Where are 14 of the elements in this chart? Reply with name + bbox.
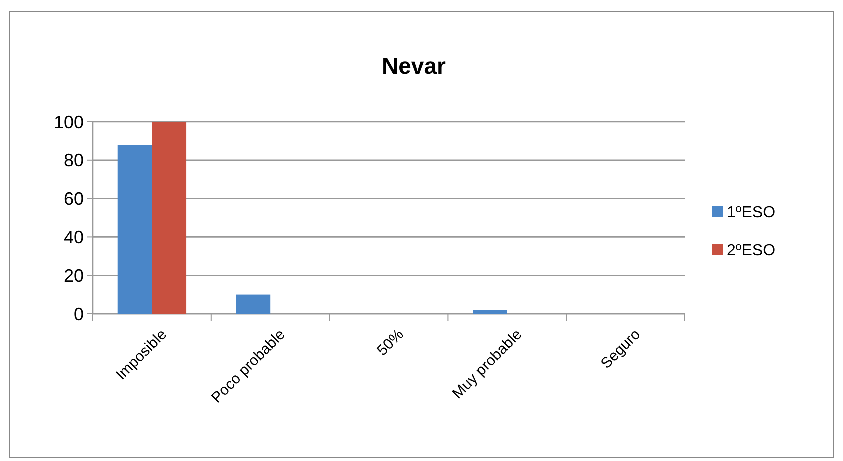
y-tick-label: 20 xyxy=(64,266,84,286)
y-tick-label: 40 xyxy=(64,228,84,248)
legend-label: 1ºESO xyxy=(727,204,776,222)
y-tick-label: 100 xyxy=(54,112,84,132)
y-tick-label: 80 xyxy=(64,150,84,171)
chart-title: Nevar xyxy=(382,53,446,79)
bar xyxy=(473,310,508,314)
y-tick-label: 60 xyxy=(64,189,84,210)
bar xyxy=(118,145,152,314)
y-tick-label: 0 xyxy=(74,304,84,324)
x-tick-label: 50% xyxy=(374,326,408,360)
bar xyxy=(236,294,271,314)
bar xyxy=(152,122,187,314)
legend-label: 2ºESO xyxy=(727,242,776,260)
